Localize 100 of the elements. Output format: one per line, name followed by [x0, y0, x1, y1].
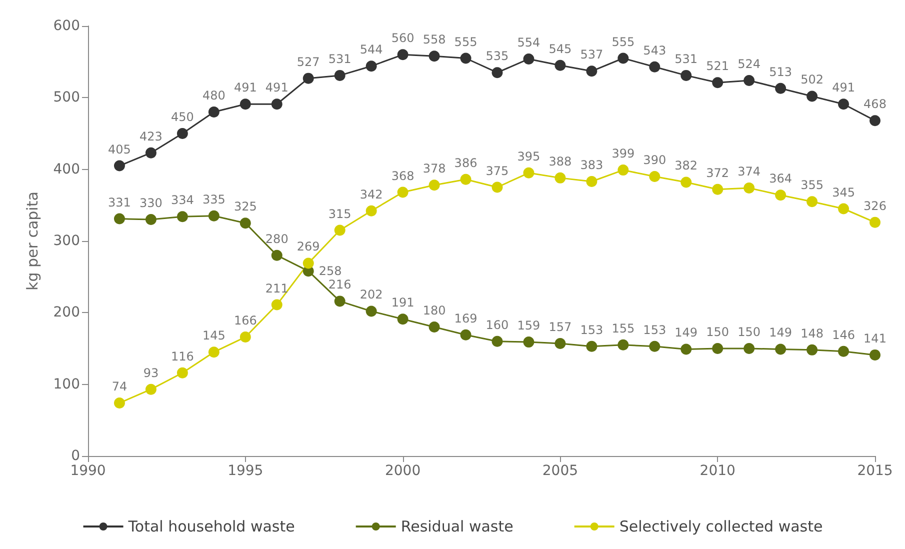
data-label: 375: [486, 164, 509, 178]
x-tick-label: 1995: [228, 463, 264, 479]
y-tick-label: 100: [53, 376, 80, 392]
x-tick-label: 2000: [384, 463, 421, 479]
data-label: 153: [580, 322, 604, 337]
data-label: 524: [738, 56, 761, 71]
point: [397, 186, 408, 198]
data-label: 374: [738, 164, 761, 178]
data-label: 468: [864, 97, 886, 112]
data-label: 364: [769, 172, 792, 186]
point: [744, 74, 755, 86]
y-tick-label: 600: [53, 18, 80, 34]
point: [492, 182, 503, 193]
data-label: 544: [360, 42, 383, 57]
data-label: 372: [706, 166, 730, 180]
data-label: 388: [548, 154, 572, 168]
point: [523, 167, 534, 178]
point: [302, 258, 314, 269]
point: [775, 190, 786, 201]
data-label: 160: [486, 318, 509, 332]
data-label: 383: [580, 158, 604, 172]
y-axis-title: kg per capita: [24, 192, 42, 290]
point: [145, 147, 156, 158]
data-label: 280: [265, 232, 288, 246]
data-label: 150: [738, 325, 761, 339]
point: [523, 53, 534, 64]
point: [806, 344, 818, 356]
point: [366, 306, 377, 317]
data-label: 382: [674, 158, 698, 173]
point: [870, 216, 880, 228]
point: [145, 384, 156, 395]
point: [271, 250, 282, 261]
data-label: 558: [422, 32, 446, 47]
point: [744, 182, 755, 194]
point: [744, 343, 755, 354]
point: [680, 344, 692, 355]
data-label: 169: [454, 311, 478, 326]
data-label: 141: [864, 331, 886, 346]
point: [523, 336, 534, 348]
data-label: 450: [170, 110, 194, 124]
data-label: 157: [548, 320, 572, 334]
point: [775, 82, 786, 94]
point: [680, 70, 692, 81]
point: [271, 299, 282, 310]
data-label: 153: [643, 322, 666, 337]
data-label: 155: [612, 321, 635, 336]
data-label: 491: [265, 80, 288, 95]
point: [712, 343, 724, 354]
point: [397, 314, 408, 325]
point: [114, 213, 125, 224]
data-label: 93: [143, 366, 159, 380]
data-label: 395: [517, 149, 540, 164]
point: [838, 98, 850, 110]
data-label: 386: [454, 156, 478, 170]
point: [554, 60, 566, 71]
data-label: 180: [422, 304, 446, 318]
data-label: 149: [674, 326, 698, 340]
data-label: 513: [769, 64, 792, 79]
point: [240, 218, 251, 229]
data-label: 545: [548, 42, 572, 56]
data-label: 378: [422, 162, 446, 176]
point: [114, 397, 125, 408]
data-label: 543: [643, 43, 666, 58]
data-label: 325: [234, 200, 257, 214]
data-label: 531: [674, 52, 698, 66]
point: [618, 164, 629, 176]
data-label: 555: [612, 34, 635, 49]
data-label: 560: [391, 31, 414, 46]
x-tick-label: 2015: [857, 463, 893, 479]
data-label: 527: [296, 54, 320, 69]
point: [492, 336, 503, 347]
x-tick-label: 2010: [700, 463, 736, 479]
data-label: 537: [580, 48, 604, 62]
data-label: 191: [391, 296, 414, 310]
data-label: 149: [769, 326, 792, 340]
data-label: 535: [486, 49, 509, 64]
data-label: 491: [832, 80, 855, 95]
point: [838, 203, 850, 214]
point: [586, 176, 598, 188]
data-label: 368: [391, 168, 414, 183]
point: [649, 61, 660, 72]
data-label: 555: [454, 34, 478, 49]
data-label: 502: [800, 72, 824, 87]
point: [176, 211, 188, 222]
legend-label: Residual waste: [400, 518, 514, 536]
data-label: 335: [202, 192, 226, 206]
data-label: 202: [360, 288, 383, 302]
point: [870, 349, 880, 360]
data-label: 269: [296, 240, 320, 254]
point: [145, 214, 156, 225]
point: [838, 346, 850, 357]
data-label: 480: [202, 88, 226, 102]
data-label: 166: [234, 314, 257, 328]
point: [460, 329, 472, 340]
point: [428, 50, 440, 62]
point: [460, 52, 472, 64]
data-label: 342: [360, 187, 383, 202]
point: [208, 210, 220, 222]
data-label: 74: [112, 379, 128, 394]
data-label: 491: [234, 80, 257, 95]
